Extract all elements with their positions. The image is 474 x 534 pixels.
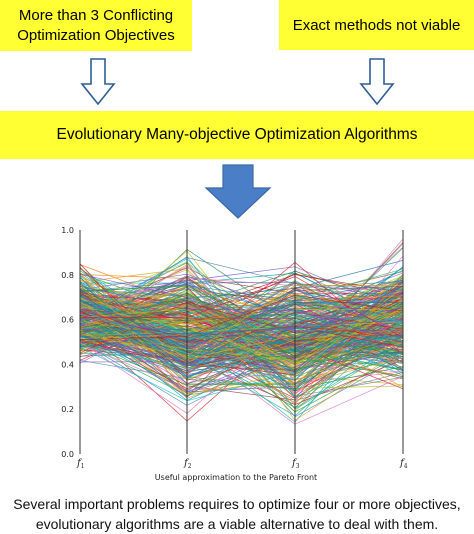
solution-line bbox=[79, 293, 404, 361]
solution-line bbox=[79, 273, 404, 328]
solution-line bbox=[79, 274, 404, 327]
y-tick-label: 0.8 bbox=[61, 271, 74, 280]
objectives-line-1: More than 3 Conflicting bbox=[18, 7, 174, 24]
solution-line bbox=[79, 329, 404, 371]
solution-line bbox=[79, 287, 404, 360]
axis-label-f4: f4 bbox=[399, 458, 408, 470]
y-tick-label: 0.0 bbox=[61, 450, 74, 459]
solution-line bbox=[79, 294, 404, 341]
exact-methods-label: Exact methods not viable bbox=[292, 16, 461, 34]
solution-line bbox=[79, 307, 404, 365]
solution-line bbox=[79, 274, 404, 405]
objectives-box: More than 3 Conflicting Optimization Obj… bbox=[0, 0, 192, 51]
solution-line bbox=[79, 290, 404, 414]
hollow-down-arrow-icon bbox=[80, 58, 116, 106]
y-tick-labels: 0.0 0.2 0.4 0.6 0.8 1.0 bbox=[61, 226, 74, 459]
axis-label-f2: f2 bbox=[183, 458, 192, 470]
y-tick-label: 1.0 bbox=[61, 226, 74, 235]
solution-line bbox=[79, 299, 404, 342]
solution-line bbox=[79, 247, 404, 406]
y-tick-label: 0.2 bbox=[61, 405, 74, 414]
solution-line bbox=[79, 295, 404, 350]
y-tick-label: 0.6 bbox=[61, 316, 74, 325]
solution-line bbox=[79, 306, 404, 391]
solution-line bbox=[79, 280, 404, 371]
algorithms-box: Evolutionary Many-objective Optimization… bbox=[0, 111, 474, 159]
axes-group bbox=[79, 230, 404, 454]
algorithms-label: Evolutionary Many-objective Optimization… bbox=[56, 126, 418, 143]
solution-lines bbox=[79, 238, 404, 425]
solution-line bbox=[79, 285, 404, 340]
y-tick-label: 0.4 bbox=[61, 360, 74, 369]
solution-line bbox=[79, 317, 404, 362]
caption-line-2: evolutionary algorithms are a viable alt… bbox=[35, 516, 439, 532]
solution-line bbox=[79, 335, 404, 366]
solution-line bbox=[79, 283, 404, 363]
x-axis-labels: f1 f2 f3 f4 bbox=[76, 458, 408, 470]
solution-line bbox=[79, 311, 404, 363]
plot-canvas: 0.0 0.2 0.4 0.6 0.8 1.0 f1 f2 f3 f4 Useful appro… bbox=[61, 226, 408, 482]
solution-line bbox=[79, 316, 404, 401]
caption: Several important problems requires to o… bbox=[0, 494, 474, 534]
solution-line bbox=[79, 320, 404, 398]
exact-methods-box: Exact methods not viable bbox=[279, 0, 474, 50]
solution-line bbox=[79, 268, 404, 339]
solution-line bbox=[79, 314, 404, 341]
solution-line bbox=[79, 276, 404, 338]
solution-line bbox=[79, 280, 404, 397]
solution-line bbox=[79, 314, 404, 401]
objectives-line-2: Optimization Objectives bbox=[17, 27, 175, 44]
solution-line bbox=[79, 295, 404, 325]
solution-line bbox=[79, 292, 404, 378]
solution-line bbox=[79, 257, 404, 321]
parallel-coordinates-plot: 0.0 0.2 0.4 0.6 0.8 1.0 f1 f2 f3 f4 Useful appro… bbox=[0, 222, 474, 487]
solution-line bbox=[79, 274, 404, 381]
solid-down-arrow-icon bbox=[204, 164, 272, 219]
hollow-down-arrow-icon bbox=[359, 58, 395, 106]
axis-label-f3: f3 bbox=[291, 458, 300, 470]
solution-line bbox=[79, 267, 404, 376]
solution-line bbox=[79, 292, 404, 348]
solution-line bbox=[79, 286, 404, 343]
solution-line bbox=[79, 321, 404, 337]
x-axis-title: Useful approximation to the Pareto Front bbox=[155, 473, 317, 482]
axis-label-f1: f1 bbox=[76, 458, 85, 470]
caption-line-1: Several important problems requires to o… bbox=[13, 496, 461, 512]
solution-line bbox=[79, 307, 404, 335]
solution-line bbox=[79, 285, 404, 331]
solution-line bbox=[79, 309, 404, 417]
solution-line bbox=[79, 285, 404, 357]
solution-line bbox=[79, 273, 404, 394]
